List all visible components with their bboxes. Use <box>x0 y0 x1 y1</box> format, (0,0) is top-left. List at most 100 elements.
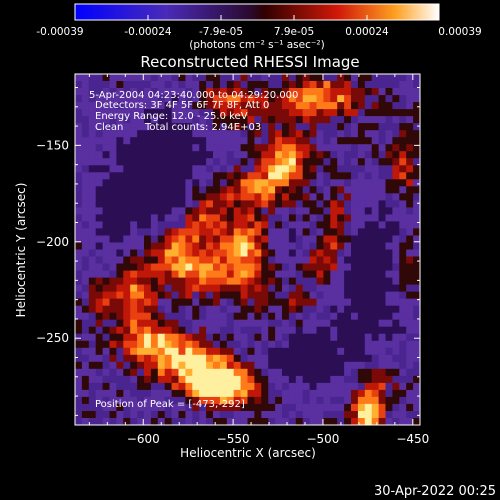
image-pixel <box>392 81 400 89</box>
image-pixel <box>144 137 152 145</box>
image-pixel <box>116 123 124 131</box>
image-pixel <box>130 319 138 328</box>
image-pixel <box>399 411 407 419</box>
image-pixel <box>344 256 352 264</box>
image-pixel <box>406 165 414 173</box>
colorbar-tick-label: -0.00039 <box>36 26 83 38</box>
image-pixel <box>130 207 138 215</box>
image-pixel <box>130 109 138 117</box>
image-pixel <box>178 354 186 363</box>
image-pixel <box>309 249 317 257</box>
image-pixel <box>144 270 152 278</box>
image-pixel <box>192 347 200 356</box>
image-pixel <box>192 249 200 257</box>
image-pixel <box>357 418 366 425</box>
image-pixel <box>150 172 159 180</box>
colorbar-units: (photons cm⁻² s⁻¹ asec⁻²) <box>189 39 324 51</box>
image-pixel <box>351 151 359 159</box>
image-pixel <box>137 109 145 117</box>
image-pixel <box>109 186 117 194</box>
image-pixel <box>392 298 400 306</box>
image-pixel <box>364 207 373 215</box>
image-pixel <box>157 214 166 222</box>
image-pixel <box>95 172 103 180</box>
image-pixel <box>302 256 310 264</box>
image-pixel <box>137 291 145 299</box>
image-pixel <box>109 137 117 145</box>
image-pixel <box>206 221 214 229</box>
image-pixel <box>219 411 228 419</box>
image-pixel <box>261 144 269 152</box>
image-pixel <box>226 249 235 257</box>
image-pixel <box>226 172 235 180</box>
image-pixel <box>219 81 228 89</box>
image-pixel <box>178 312 186 321</box>
image-pixel <box>288 277 297 285</box>
image-pixel <box>199 382 207 391</box>
image-pixel <box>178 396 186 405</box>
image-pixel <box>323 151 331 159</box>
image-pixel <box>392 326 400 335</box>
colorbar <box>74 3 440 21</box>
image-pixel <box>344 418 352 425</box>
image-pixel <box>254 74 262 82</box>
image-pixel <box>102 221 110 229</box>
image-pixel <box>413 326 420 335</box>
image-pixel <box>109 235 117 243</box>
image-pixel <box>185 81 193 89</box>
image-pixel <box>309 228 317 236</box>
image-pixel <box>399 214 407 222</box>
image-pixel <box>144 130 152 138</box>
image-pixel <box>364 221 373 229</box>
image-pixel <box>206 368 214 377</box>
image-pixel <box>226 193 235 201</box>
image-pixel <box>95 382 103 391</box>
image-pixel <box>123 312 131 321</box>
image-pixel <box>178 193 186 201</box>
image-pixel <box>309 144 317 152</box>
image-pixel <box>385 249 393 257</box>
image-pixel <box>88 102 97 110</box>
image-pixel <box>123 403 131 412</box>
image-pixel <box>288 298 297 306</box>
image-pixel <box>385 151 393 159</box>
image-pixel <box>102 396 110 405</box>
image-pixel <box>81 235 90 243</box>
image-pixel <box>213 130 221 138</box>
image-pixel <box>323 88 331 96</box>
image-pixel <box>261 312 269 321</box>
image-pixel <box>88 347 97 356</box>
image-pixel <box>219 165 228 173</box>
image-pixel <box>95 256 103 264</box>
image-pixel <box>406 130 414 138</box>
image-pixel <box>406 305 414 314</box>
image-pixel <box>268 200 276 208</box>
image-pixel <box>247 305 255 314</box>
image-pixel <box>226 235 235 243</box>
image-pixel <box>185 256 193 264</box>
image-pixel <box>337 109 345 117</box>
image-pixel <box>302 382 310 391</box>
image-pixel <box>219 305 228 314</box>
image-pixel <box>109 228 117 236</box>
image-pixel <box>226 389 235 398</box>
image-pixel <box>199 249 207 257</box>
image-pixel <box>413 158 420 166</box>
image-pixel <box>157 389 166 398</box>
image-pixel <box>247 256 255 264</box>
image-pixel <box>268 165 276 173</box>
image-pixel <box>371 137 379 145</box>
image-pixel <box>364 200 373 208</box>
image-pixel <box>302 347 310 356</box>
image-pixel <box>364 88 373 96</box>
info-counts: Total counts: 2.94E+03 <box>144 122 261 133</box>
image-pixel <box>399 340 407 349</box>
image-pixel <box>95 228 103 236</box>
image-pixel <box>364 144 373 152</box>
image-pixel <box>164 200 172 208</box>
image-pixel <box>392 144 400 152</box>
image-pixel <box>109 95 117 103</box>
image-pixel <box>123 186 131 194</box>
image-pixel <box>413 165 420 173</box>
image-pixel <box>337 200 345 208</box>
